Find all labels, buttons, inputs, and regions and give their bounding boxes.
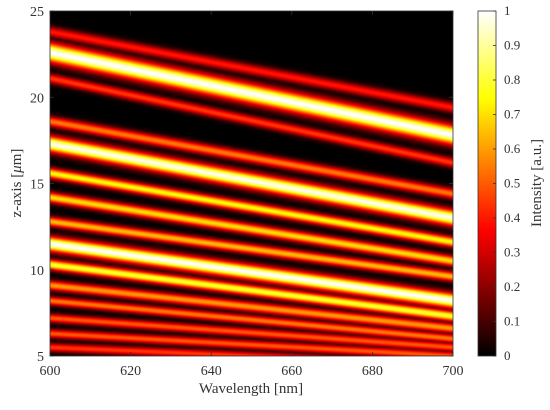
y-tick-label: 10	[30, 264, 44, 279]
colorbar-tick-label: 0.1	[504, 314, 520, 329]
colorbar	[478, 11, 496, 356]
colorbar-tick-label: 0.2	[504, 279, 520, 294]
colorbar-ticks: 0 0.1 0.2 0.3 0.4 0.5 0.6 0.7 0.8 0.9 1	[493, 3, 521, 363]
x-axis-ticks: 600 620 640 660 680 700	[40, 11, 464, 379]
colorbar-tick-label: 0.9	[504, 38, 520, 53]
colorbar-tick-label: 0.6	[504, 141, 521, 156]
x-tick-label: 600	[40, 364, 61, 379]
heatmap-area	[50, 11, 453, 356]
colorbar-tick-label: 1	[504, 3, 511, 18]
colorbar-tick-label: 0.8	[504, 72, 520, 87]
x-axis-title: Wavelength [nm]	[199, 381, 303, 397]
x-tick-label: 700	[443, 364, 464, 379]
y-tick-label: 20	[30, 91, 44, 106]
colorbar-title: Intensity [a.u.]	[529, 139, 545, 227]
x-tick-label: 680	[362, 364, 383, 379]
y-tick-label: 25	[30, 5, 44, 20]
x-tick-label: 640	[201, 364, 222, 379]
y-tick-label: 15	[30, 178, 44, 193]
colorbar-tick-label: 0.4	[504, 210, 521, 225]
x-tick-label: 660	[281, 364, 302, 379]
colorbar-tick-label: 0.5	[504, 176, 520, 191]
colorbar-tick-label: 0	[504, 348, 511, 363]
colorbar-tick-label: 0.7	[504, 107, 521, 122]
y-axis-ticks: 5 10 15 20 25	[30, 5, 453, 365]
y-axis-title: z-axis [μm]	[9, 149, 25, 218]
y-tick-label: 5	[37, 350, 44, 365]
colorbar-tick-label: 0.3	[504, 245, 520, 260]
x-tick-label: 620	[120, 364, 141, 379]
